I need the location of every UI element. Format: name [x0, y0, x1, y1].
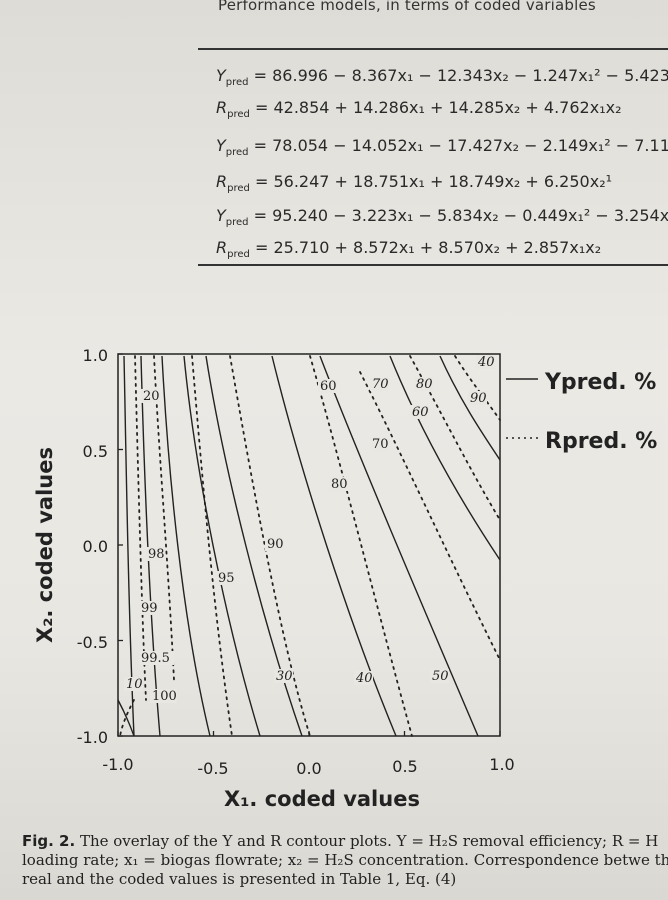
rpred-contour-line [309, 355, 413, 737]
rpred-contour-line [191, 355, 233, 737]
equation-lhs: Rpred [216, 238, 250, 261]
legend-label-ypred: Ypred. % [544, 370, 656, 395]
rpred-level-label-bg [414, 377, 433, 391]
y-tick-label: 0.0 [83, 537, 108, 556]
equation-3: Ypred = 78.054 − 14.052x₁ − 17.427x₂ − 2… [216, 136, 668, 158]
ypred-level-label: 100 [152, 689, 177, 704]
equation-lhs: Ypred [216, 66, 249, 89]
rpred-contour-line [454, 355, 501, 421]
rpred-level-label: 40 [477, 355, 495, 370]
ypred-level-label-bg [139, 601, 158, 615]
rpred-level-label: 70 [372, 377, 389, 392]
rpred-level-label-bg [476, 355, 495, 369]
y-tick-label: 1.0 [83, 346, 108, 365]
ypred-level-label: 98 [148, 547, 165, 562]
ypred-level-label-bg [318, 379, 337, 393]
x-tick-label: -0.5 [197, 759, 228, 778]
ypred-contour-line [389, 355, 501, 561]
rpred-contour-line [134, 355, 147, 701]
rpred-level-label: 30 [276, 669, 293, 684]
rpred-level-label-bg [468, 391, 487, 405]
rpred-contour-line [409, 355, 501, 521]
rpred-level-label-bg [274, 669, 293, 683]
rpred-contour-line [359, 371, 501, 661]
ypred-level-label: 99.5 [141, 651, 170, 666]
y-axis-label: X₂. coded values [33, 447, 57, 643]
y-tick-label: -0.5 [77, 633, 108, 652]
ypred-level-label-bg [216, 571, 235, 585]
rpred-level-label: 90 [470, 391, 487, 406]
equation-4: Rpred = 56.247 + 18.751x₁ + 18.749x₂ + 6… [216, 172, 612, 194]
equation-lhs: Rpred [216, 172, 250, 195]
equation-lhs: Ypred [216, 136, 249, 159]
ypred-level-label-bg [141, 389, 160, 403]
ypred-level-label-bg [139, 651, 174, 665]
x-tick-label: -1.0 [102, 755, 133, 774]
equation-lhs: Rpred [216, 98, 250, 121]
ypred-contour-line [161, 355, 211, 737]
ypred-level-label-bg [146, 547, 165, 561]
x-tick-label: 0.5 [392, 757, 417, 776]
equation-2: Rpred = 42.854 + 14.286x₁ + 14.285x₂ + 4… [216, 98, 621, 120]
ypred-contour-line [183, 355, 261, 737]
ypred-contour-line [439, 355, 501, 461]
ypred-contour-line [117, 699, 135, 737]
ypred-level-label: 20 [143, 389, 160, 404]
ypred-level-label-bg [265, 537, 284, 551]
equation-lhs: Ypred [216, 206, 249, 229]
ypred-level-label-bg [370, 437, 389, 451]
ypred-contour-line [319, 355, 479, 737]
table-top-rule [198, 48, 668, 50]
figure-caption-text: The overlay of the Y and R contour plots… [22, 832, 668, 888]
rpred-level-label-bg [370, 377, 389, 391]
rpred-contour-line [153, 355, 175, 681]
equation-rhs: = 42.854 + 14.286x₁ + 14.285x₂ + 4.762x₁… [254, 98, 622, 117]
x-axis-label: X₁. coded values [224, 787, 420, 811]
equation-5: Ypred = 95.240 − 3.223x₁ − 5.834x₂ − 0.4… [216, 206, 668, 228]
rpred-level-label: 40 [355, 671, 373, 686]
y-tick-label: -1.0 [77, 728, 108, 747]
rpred-level-label-bg [430, 669, 449, 683]
figure-caption: Fig. 2. The overlay of the Y and R conto… [22, 832, 668, 889]
ypred-level-label: 99 [141, 601, 158, 616]
ypred-level-label: 95 [218, 571, 235, 586]
rpred-contour-line [229, 355, 311, 737]
equation-rhs: = 78.054 − 14.052x₁ − 17.427x₂ − 2.149x₁… [253, 136, 668, 155]
y-tick-label: 0.5 [83, 442, 108, 461]
equation-rhs: = 95.240 − 3.223x₁ − 5.834x₂ − 0.449x₁² … [253, 206, 668, 225]
rpred-level-label: 80 [416, 377, 433, 392]
rpred-contour-line [119, 699, 135, 737]
ypred-contour-line [205, 355, 303, 737]
equation-rhs: = 56.247 + 18.751x₁ + 18.749x₂ + 6.250x₂… [254, 172, 613, 191]
equation-rhs: = 86.996 − 8.367x₁ − 12.343x₂ − 1.247x₁²… [253, 66, 668, 85]
ypred-level-label: 80 [331, 477, 348, 492]
equation-rhs: = 25.710 + 8.572x₁ + 8.570x₂ + 2.857x₁x₂ [254, 238, 602, 257]
rpred-level-label: 50 [432, 669, 449, 684]
contour-labels: 20 60 70 80 90 95 98 99 99.5 100 10 30 40 50 60 70 80 90 4… [124, 355, 495, 704]
rpred-level-label: 60 [412, 405, 429, 420]
rpred-level-label-bg [124, 677, 143, 691]
table-bottom-rule [198, 264, 668, 266]
equation-1: Ypred = 86.996 − 8.367x₁ − 12.343x₂ − 1.… [216, 66, 668, 88]
ypred-level-label: 60 [320, 379, 337, 394]
legend-label-rpred: Rpred. % [545, 429, 657, 454]
rpred-level-label-bg [410, 405, 429, 419]
figure-caption-label: Fig. 2. [22, 832, 76, 850]
table-caption: Performance models, in terms of coded va… [218, 0, 596, 14]
contour-figure: 20 60 70 80 90 95 98 99 99.5 100 10 30 40 50 60 70 80 90 4… [33, 346, 657, 811]
x-tick-label: 0.0 [296, 759, 321, 778]
equation-6: Rpred = 25.710 + 8.572x₁ + 8.570x₂ + 2.8… [216, 238, 601, 260]
axis-ticks [117, 353, 501, 737]
ypred-level-label: 90 [267, 537, 284, 552]
ypred-contour-line [271, 355, 397, 737]
ypred-level-label-bg [150, 689, 177, 703]
x-tick-label: 1.0 [489, 755, 514, 774]
rpred-level-label: 10 [126, 677, 143, 692]
ypred-contour-line [140, 355, 161, 737]
ypred-level-label-bg [329, 477, 348, 491]
ypred-level-label: 70 [372, 437, 389, 452]
rpred-level-label-bg [354, 671, 373, 685]
